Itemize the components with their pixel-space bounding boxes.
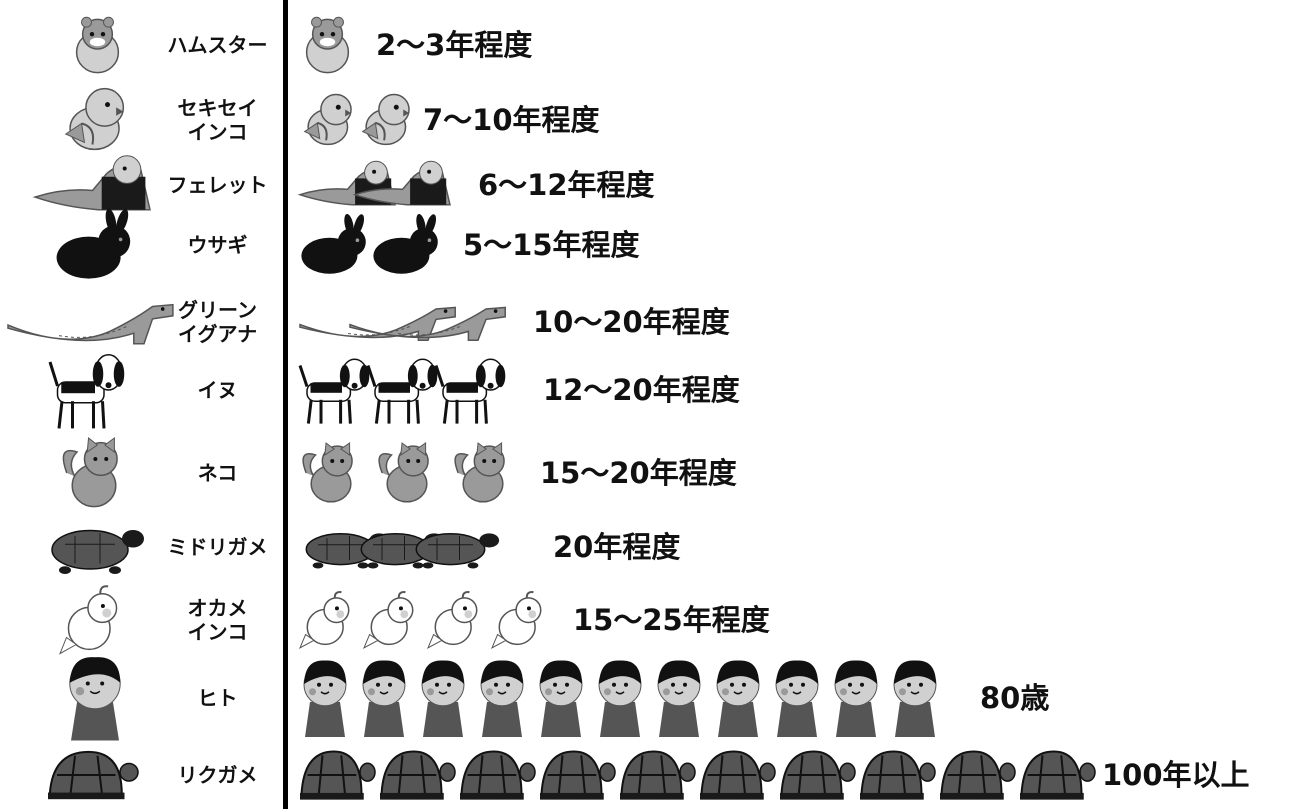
- lifespan-label: 7～10年程度: [423, 103, 600, 137]
- pictograph-human-icon: [480, 660, 524, 737]
- hamster-icon: [75, 16, 120, 74]
- pictograph-human-icon: [539, 660, 583, 737]
- pictograph-tortoise-icon: [540, 750, 616, 800]
- pictograph-dog-icon: [298, 358, 370, 424]
- red-eared-slider-icon: [51, 529, 144, 574]
- iguana-icon: [7, 303, 174, 345]
- pictograph-red-eared-slider-icon: [415, 533, 500, 569]
- animal-label: ウサギ: [187, 233, 248, 257]
- pictograph-human-icon: [421, 660, 465, 737]
- lifespan-label: 80歳: [980, 681, 1050, 715]
- animal-label: ミドリガメ: [167, 535, 268, 559]
- pictograph-human-icon: [775, 660, 819, 737]
- lifespan-label: 100年以上: [1102, 758, 1250, 792]
- rabbit-icon: [56, 208, 131, 279]
- pictograph-human-icon: [303, 660, 347, 737]
- pictograph-tortoise-icon: [700, 750, 776, 800]
- pictograph-cat-icon: [302, 442, 353, 503]
- pictograph-tortoise-icon: [300, 750, 376, 800]
- lifespan-label: 5～15年程度: [463, 228, 640, 262]
- pictograph-human-icon: [362, 660, 406, 737]
- pictograph-cockatiel-icon: [490, 590, 542, 649]
- pictograph-human-icon: [716, 660, 760, 737]
- pictograph-tortoise-icon: [460, 750, 536, 800]
- pictograph-budgerigar-icon: [303, 93, 352, 146]
- animal-label: リクガメ: [177, 763, 258, 787]
- pictograph-human-icon: [657, 660, 701, 737]
- pictograph-human-icon: [598, 660, 642, 737]
- cat-icon: [62, 437, 118, 508]
- lifespan-label: 15～20年程度: [540, 456, 737, 490]
- pictograph-cat-icon: [378, 442, 429, 503]
- pictograph-tortoise-icon: [940, 750, 1016, 800]
- animal-label: ネコ: [197, 461, 238, 485]
- pictograph-dog-icon: [434, 358, 506, 424]
- pictograph-human-icon: [893, 660, 937, 737]
- pictograph-cockatiel-icon: [298, 590, 350, 649]
- animal-label: フェレット: [167, 173, 268, 197]
- pictograph-rabbit-icon: [301, 213, 366, 274]
- animal-label: セキセイ インコ: [177, 96, 258, 144]
- pictograph-cockatiel-icon: [362, 590, 414, 649]
- pictograph-budgerigar-icon: [361, 93, 410, 146]
- animal-label: ハムスター: [167, 33, 268, 57]
- lifespan-label: 12～20年程度: [543, 373, 740, 407]
- pictograph-cat-icon: [454, 442, 505, 503]
- pictograph-iguana-icon: [349, 306, 506, 341]
- lifespan-label: 20年程度: [553, 530, 681, 564]
- pictograph-rabbit-icon: [373, 213, 438, 274]
- pictograph-tortoise-icon: [860, 750, 936, 800]
- budgerigar-icon: [64, 87, 125, 151]
- axis-divider: [283, 0, 288, 809]
- pictograph-human-icon: [834, 660, 878, 737]
- lifespan-label: 6～12年程度: [478, 168, 655, 202]
- pictograph-tortoise-icon: [1020, 750, 1096, 800]
- pictograph-tortoise-icon: [620, 750, 696, 800]
- animal-label: グリーン イグアナ: [177, 298, 258, 346]
- pictograph-tortoise-icon: [380, 750, 456, 800]
- cockatiel-icon: [59, 585, 118, 655]
- ferret-icon: [32, 155, 151, 211]
- lifespan-label: 15～25年程度: [573, 603, 770, 637]
- pictograph-ferret-icon: [352, 160, 451, 206]
- pictograph-hamster-icon: [305, 16, 350, 74]
- pictograph-tortoise-icon: [780, 750, 856, 800]
- animal-label: イヌ: [197, 378, 238, 402]
- dog-icon: [48, 354, 125, 429]
- tortoise-icon: [48, 750, 139, 800]
- lifespan-label: 10～20年程度: [533, 305, 730, 339]
- animal-label: ヒト: [197, 686, 238, 710]
- pictograph-cockatiel-icon: [426, 590, 478, 649]
- animal-label: オカメ インコ: [187, 596, 248, 644]
- human-icon: [69, 657, 121, 741]
- lifespan-label: 2～3年程度: [376, 28, 533, 62]
- pictograph-dog-icon: [366, 358, 438, 424]
